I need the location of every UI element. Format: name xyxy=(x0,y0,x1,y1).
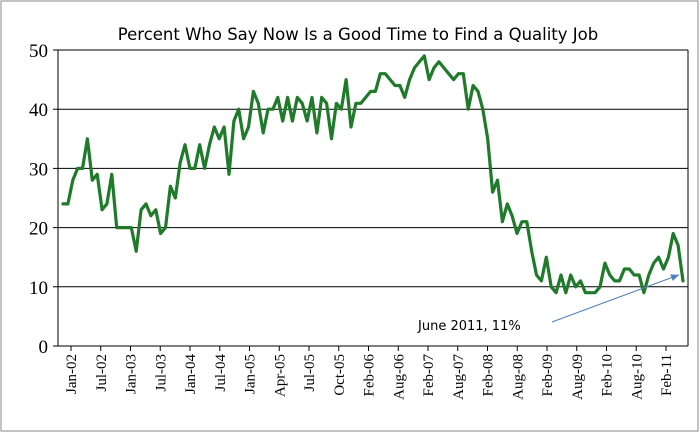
series-line xyxy=(61,54,685,295)
y-tick-label: 20 xyxy=(29,219,48,240)
x-tick-label: Jan-04 xyxy=(183,354,199,394)
x-tick-label: Feb-06 xyxy=(362,354,378,397)
annotation-label: June 2011, 11% xyxy=(417,319,521,334)
y-tick-label: 0 xyxy=(39,337,49,358)
x-tick-label: Apr-05 xyxy=(272,354,288,397)
x-tick-label: Jul-03 xyxy=(153,354,169,392)
x-tick-label: Jul-05 xyxy=(302,354,318,392)
y-tick-label: 50 xyxy=(29,41,48,62)
y-tick-label: 10 xyxy=(29,278,48,299)
x-tick-label: Feb-09 xyxy=(540,354,556,397)
x-tick-label: Oct-05 xyxy=(332,354,348,396)
y-tick-label: 30 xyxy=(29,159,48,180)
annotation-layer: June 2011, 11% xyxy=(417,274,680,334)
x-tick-label: Feb-08 xyxy=(481,354,497,397)
annotation-arrowhead xyxy=(670,274,679,281)
y-axis: 0 10 20 30 40 50 xyxy=(29,41,58,358)
x-tick-label: Aug-10 xyxy=(629,354,645,400)
y-tick-label: 40 xyxy=(29,100,48,121)
x-tick-label: Aug-08 xyxy=(510,354,526,400)
x-tick-label: Feb-11 xyxy=(659,354,675,396)
x-axis: Jan-02 Jul-02 Jan-03 Jul-03 Jan-04 Jul-04 Jan-… xyxy=(64,346,675,400)
x-tick-label: Jul-04 xyxy=(213,354,229,392)
annotation-arrow xyxy=(551,274,680,323)
x-tick-label: Feb-10 xyxy=(600,354,616,397)
x-tick-label: Aug-09 xyxy=(570,354,586,400)
plot-area xyxy=(57,50,689,347)
chart-title: Percent Who Say Now Is a Good Time to Fi… xyxy=(118,25,598,44)
x-tick-label: Jul-02 xyxy=(94,354,110,392)
x-tick-label: Aug-07 xyxy=(451,354,467,400)
x-tick-label: Jan-02 xyxy=(64,354,80,394)
x-tick-label: Feb-07 xyxy=(421,354,437,397)
series-layer xyxy=(61,54,685,295)
x-tick-label: Jan-05 xyxy=(243,354,259,394)
x-tick-label: Jan-03 xyxy=(124,354,140,394)
x-tick-label: Aug-06 xyxy=(391,354,407,400)
